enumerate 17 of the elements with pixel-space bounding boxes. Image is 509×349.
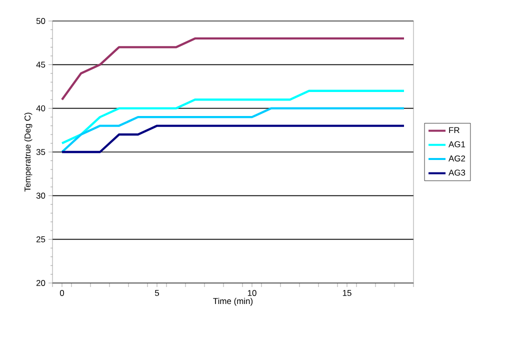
y-axis-title: Temperatrue (Deg C) — [24, 112, 32, 192]
y-tick-label: 35 — [36, 149, 46, 155]
y-tick-label: 50 — [36, 18, 46, 24]
x-tick-label: 15 — [342, 290, 352, 296]
y-tick-label: 40 — [36, 105, 46, 112]
legend-label: AG2 — [448, 155, 466, 162]
legend-label: AG1 — [448, 141, 466, 148]
y-tick-label: 45 — [36, 62, 46, 68]
x-tick-label: 0 — [60, 290, 64, 296]
x-tick-label: 10 — [248, 290, 256, 296]
x-tick-label: 5 — [154, 290, 160, 296]
y-tick-label: 20 — [36, 280, 46, 286]
y-tick-label: 25 — [36, 236, 46, 242]
legend-label: AG3 — [448, 170, 466, 176]
y-tick-label: 30 — [36, 192, 46, 199]
x-axis-title: Time (min) — [213, 298, 253, 306]
legend-label: FR — [449, 127, 460, 134]
